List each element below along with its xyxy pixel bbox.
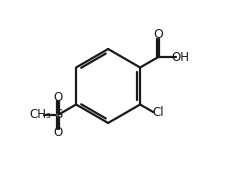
Text: CH₃: CH₃	[29, 108, 50, 121]
Text: S: S	[54, 108, 62, 121]
Text: OH: OH	[171, 51, 188, 64]
Text: O: O	[153, 28, 162, 41]
Text: Cl: Cl	[151, 106, 163, 119]
Text: O: O	[53, 126, 63, 139]
Text: O: O	[53, 91, 63, 104]
